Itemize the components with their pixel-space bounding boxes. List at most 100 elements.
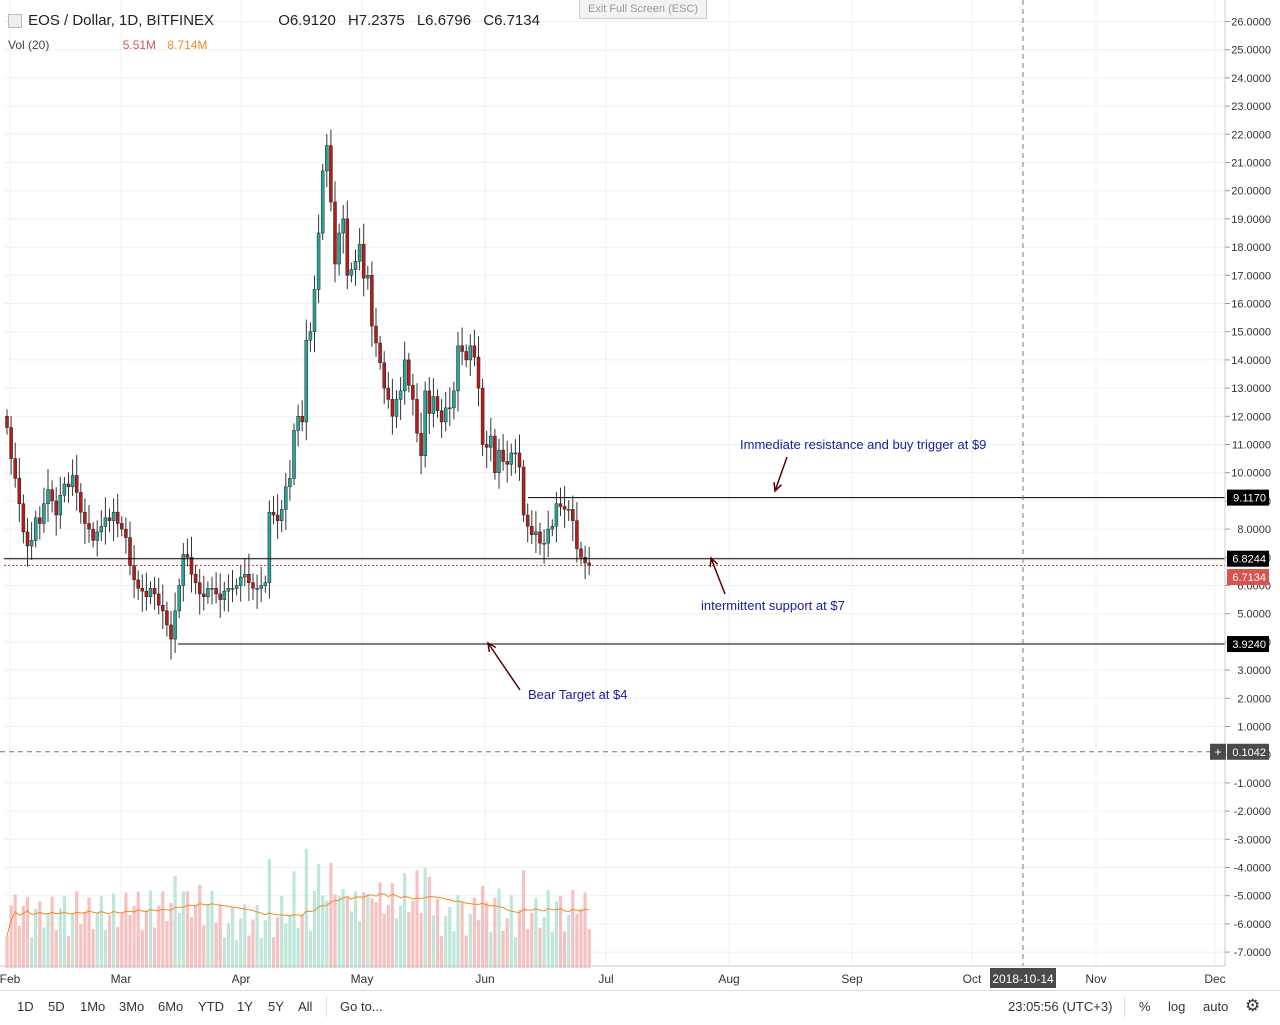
candle-body	[460, 345, 464, 352]
candle-body	[308, 331, 313, 341]
candle-body	[431, 396, 436, 414]
candle-body	[33, 517, 38, 541]
crosshair-plus-icon[interactable]	[1210, 743, 1226, 760]
gear-icon[interactable]: ⚙	[1245, 996, 1261, 1015]
candle-body	[120, 523, 124, 530]
candle-body	[288, 478, 292, 488]
candlesticks	[5, 129, 591, 660]
candle-body	[325, 145, 329, 172]
candle-body	[115, 511, 120, 524]
volume-bar	[165, 921, 169, 968]
candle-body	[95, 531, 99, 541]
candle-body	[38, 517, 42, 524]
volume-bar	[435, 899, 440, 968]
y-tick-label: 24.0000	[1231, 73, 1271, 85]
candle-body	[243, 573, 247, 578]
volume-bar	[423, 867, 427, 968]
plus-icon[interactable]: +	[1214, 745, 1221, 759]
volume-bar	[296, 928, 300, 968]
volume-bars	[5, 848, 591, 968]
x-tick-label: Jun	[475, 972, 494, 986]
resistance-annotation: Immediate resistance and buy trigger at …	[740, 437, 986, 452]
volume-bar	[189, 917, 194, 968]
range-1mo[interactable]: 1Mo	[80, 999, 106, 1014]
chart-legend: EOS / Dollar, 1D, BITFINEX O6.9120 H7.23…	[8, 12, 548, 29]
volume-bar	[46, 913, 50, 968]
volume-bar	[120, 912, 124, 968]
volume-bar	[226, 923, 230, 968]
candle-body	[349, 269, 354, 276]
candle-body	[103, 517, 108, 527]
volume-bar	[194, 904, 198, 968]
range-5y[interactable]: 5Y	[268, 999, 284, 1014]
volume-bar	[136, 891, 140, 968]
range-6mo[interactable]: 6Mo	[158, 999, 184, 1014]
candle-body	[87, 523, 91, 530]
volume-bar	[468, 914, 472, 968]
candle-body	[111, 511, 116, 521]
candle-body	[54, 500, 58, 516]
collapse-icon[interactable]	[8, 14, 22, 29]
candle-body	[263, 582, 268, 586]
close-value: C6.7134	[483, 12, 540, 29]
candle-body	[79, 492, 83, 513]
bear-arrow-head	[487, 641, 497, 653]
candle-body	[70, 475, 75, 488]
candle-body	[46, 489, 50, 504]
candle-body	[177, 585, 181, 612]
volume-bar	[25, 897, 30, 968]
volume-bar	[550, 932, 554, 968]
volume-bar	[50, 896, 54, 968]
candle-body	[575, 520, 579, 550]
volume-bar	[38, 901, 42, 968]
time-axis: Feb Mar Apr May Jun Jul Aug Sep Oct Nov Dec 2018-10…	[0, 965, 1226, 988]
volume-bar	[5, 935, 9, 968]
volume-bar	[534, 898, 538, 968]
volume-bar	[243, 904, 247, 968]
candle-body	[161, 604, 165, 612]
candle-body	[472, 345, 477, 358]
candle-body	[468, 345, 473, 361]
candle-body	[148, 588, 153, 598]
auto-toggle[interactable]: auto	[1203, 999, 1229, 1014]
volume-bar	[390, 883, 394, 968]
volume-bar	[304, 848, 308, 968]
goto-button[interactable]: Go to...	[340, 999, 383, 1014]
volume-bar	[181, 891, 185, 968]
percent-toggle[interactable]: %	[1139, 999, 1151, 1014]
candle-body	[5, 416, 9, 428]
range-3mo[interactable]: 3Mo	[119, 999, 145, 1014]
candle-body	[407, 359, 411, 386]
range-ytd[interactable]: YTD	[198, 999, 224, 1014]
log-toggle[interactable]: log	[1168, 999, 1186, 1014]
chart-grid	[4, 0, 1225, 966]
y-tick-label: 10.0000	[1231, 468, 1271, 480]
candle-body	[165, 610, 169, 626]
range-1y[interactable]: 1Y	[237, 999, 253, 1014]
crosshair-price-label-bg	[1227, 743, 1269, 760]
y-tick-label: 20.0000	[1231, 186, 1271, 198]
candle-body	[13, 458, 17, 479]
volume-bar	[198, 884, 202, 968]
exit-fullscreen-button[interactable]: Exit Full Screen (ESC)	[579, 0, 707, 19]
volume-bar	[312, 891, 317, 968]
candle-body	[345, 218, 350, 276]
support-price-label-bg	[1227, 550, 1269, 567]
y-tick-label: 23.0000	[1231, 101, 1271, 113]
volume-bar	[210, 891, 214, 968]
price-chart[interactable]: Immediate resistance and buy trigger at …	[0, 0, 1280, 990]
candle-body	[398, 390, 403, 400]
candle-body	[62, 483, 67, 496]
volume-bar	[505, 918, 509, 968]
range-1d[interactable]: 1D	[17, 999, 34, 1014]
range-5d[interactable]: 5D	[48, 999, 65, 1014]
open-value: O6.9120	[278, 12, 336, 29]
volume-ma-line	[6, 893, 590, 936]
crosshair-price-label: 0.1042	[1232, 747, 1266, 759]
range-all[interactable]: All	[298, 999, 313, 1014]
y-tick-label: 17.0000	[1231, 270, 1271, 282]
candle-body	[271, 511, 276, 516]
volume-bar	[411, 901, 415, 968]
volume-bar	[526, 928, 530, 968]
candle-body	[525, 514, 530, 527]
